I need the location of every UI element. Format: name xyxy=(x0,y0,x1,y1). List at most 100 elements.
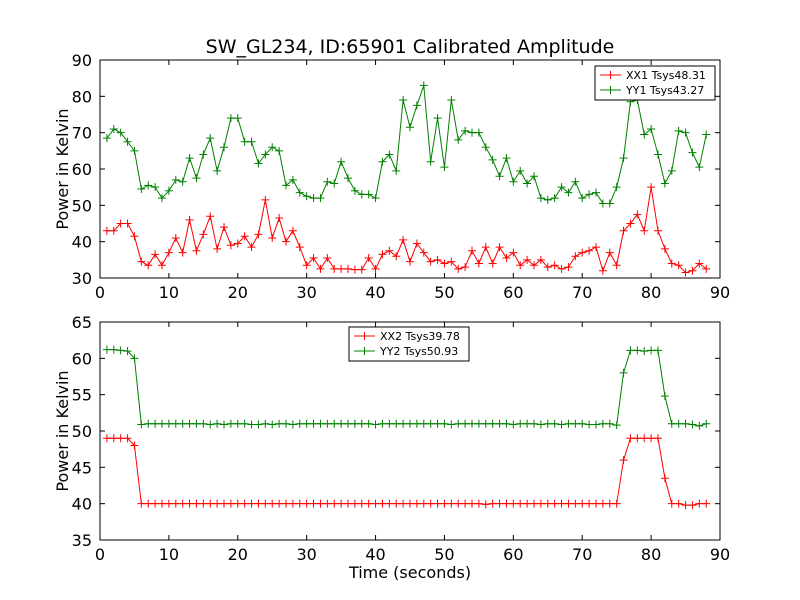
data-point xyxy=(371,194,380,203)
data-point xyxy=(323,177,332,186)
y-tick-label: 90 xyxy=(72,51,92,70)
data-point xyxy=(695,499,704,508)
data-point xyxy=(247,420,256,429)
data-point xyxy=(261,419,270,428)
data-point xyxy=(523,255,532,264)
data-point xyxy=(192,499,201,508)
data-point xyxy=(309,419,318,428)
data-point xyxy=(481,143,490,152)
data-point xyxy=(495,419,504,428)
data-point xyxy=(102,134,111,143)
data-point xyxy=(702,130,711,139)
data-point xyxy=(213,419,222,428)
data-point xyxy=(123,137,132,146)
y-tick-label: 70 xyxy=(72,124,92,143)
data-point xyxy=(385,246,394,255)
data-point xyxy=(399,235,408,244)
data-point xyxy=(523,499,532,508)
data-point xyxy=(530,419,538,428)
x-tick-label: 50 xyxy=(434,545,454,564)
data-point xyxy=(447,420,456,429)
x-tick-label: 0 xyxy=(95,283,105,302)
data-point xyxy=(288,175,297,184)
data-point xyxy=(282,237,290,246)
data-point xyxy=(543,195,552,204)
y-tick-label: 30 xyxy=(72,269,92,288)
data-point xyxy=(516,419,525,428)
data-point xyxy=(206,212,215,221)
data-point xyxy=(674,499,683,508)
data-point xyxy=(454,499,463,508)
top-panel: 0 10 20 30 40 50 60 70 80 90 30 40 50 60 70 80 90 Power i… xyxy=(53,51,730,302)
data-point xyxy=(268,143,277,152)
data-point xyxy=(461,263,470,272)
data-point xyxy=(144,419,153,428)
data-point xyxy=(240,137,249,146)
data-point xyxy=(357,190,366,199)
data-point xyxy=(419,499,428,508)
data-point xyxy=(364,419,373,428)
x-tick-label: 90 xyxy=(710,545,730,564)
data-point xyxy=(226,499,235,508)
data-point xyxy=(474,259,483,268)
data-point xyxy=(688,501,697,510)
series-0 xyxy=(102,434,711,510)
data-point xyxy=(171,234,180,243)
y-tick-label: 40 xyxy=(72,233,92,252)
data-point xyxy=(137,257,146,266)
data-point xyxy=(612,499,621,508)
data-point xyxy=(447,499,456,508)
y-tick-label: 60 xyxy=(72,160,92,179)
data-point xyxy=(488,419,497,428)
data-point xyxy=(426,257,435,266)
data-point xyxy=(454,264,463,273)
series-line xyxy=(106,437,707,506)
data-point xyxy=(406,123,414,132)
data-point xyxy=(137,184,146,193)
data-point xyxy=(261,499,270,508)
data-point xyxy=(433,499,442,508)
data-point xyxy=(481,243,490,252)
data-point xyxy=(109,434,118,443)
data-point xyxy=(116,434,125,443)
y-tick-label: 60 xyxy=(72,349,92,368)
data-point xyxy=(688,420,697,429)
legend: XX2 Tsys39.78 YY2 Tsys50.93 xyxy=(348,326,470,362)
data-point xyxy=(571,419,580,428)
data-point xyxy=(536,194,545,203)
data-point xyxy=(282,181,290,190)
y-tick-label: 55 xyxy=(72,386,92,405)
data-point xyxy=(130,146,139,155)
data-point xyxy=(543,263,552,272)
data-point xyxy=(557,183,566,192)
data-point xyxy=(233,114,242,123)
data-point xyxy=(323,254,332,263)
data-point xyxy=(213,499,222,508)
data-point xyxy=(647,434,656,443)
data-point xyxy=(206,134,215,143)
data-point xyxy=(337,499,346,508)
data-point xyxy=(640,347,649,356)
data-point xyxy=(130,232,139,241)
data-point xyxy=(495,243,504,252)
x-tick-label: 30 xyxy=(296,283,316,302)
data-point xyxy=(412,499,421,508)
legend-label: YY1 Tsys43.27 xyxy=(625,84,704,97)
data-point xyxy=(399,499,408,508)
data-point xyxy=(275,214,284,223)
data-point xyxy=(516,261,525,270)
data-point xyxy=(557,420,566,429)
data-point xyxy=(302,261,311,270)
data-point xyxy=(440,419,449,428)
data-point xyxy=(419,419,428,428)
data-point xyxy=(468,128,476,137)
data-point xyxy=(399,419,408,428)
data-point xyxy=(151,250,160,259)
data-point xyxy=(502,154,511,163)
data-point xyxy=(109,125,118,134)
data-point xyxy=(378,157,387,166)
data-point xyxy=(116,219,125,228)
data-point xyxy=(337,419,346,428)
data-point xyxy=(447,95,456,104)
data-point xyxy=(130,354,139,363)
